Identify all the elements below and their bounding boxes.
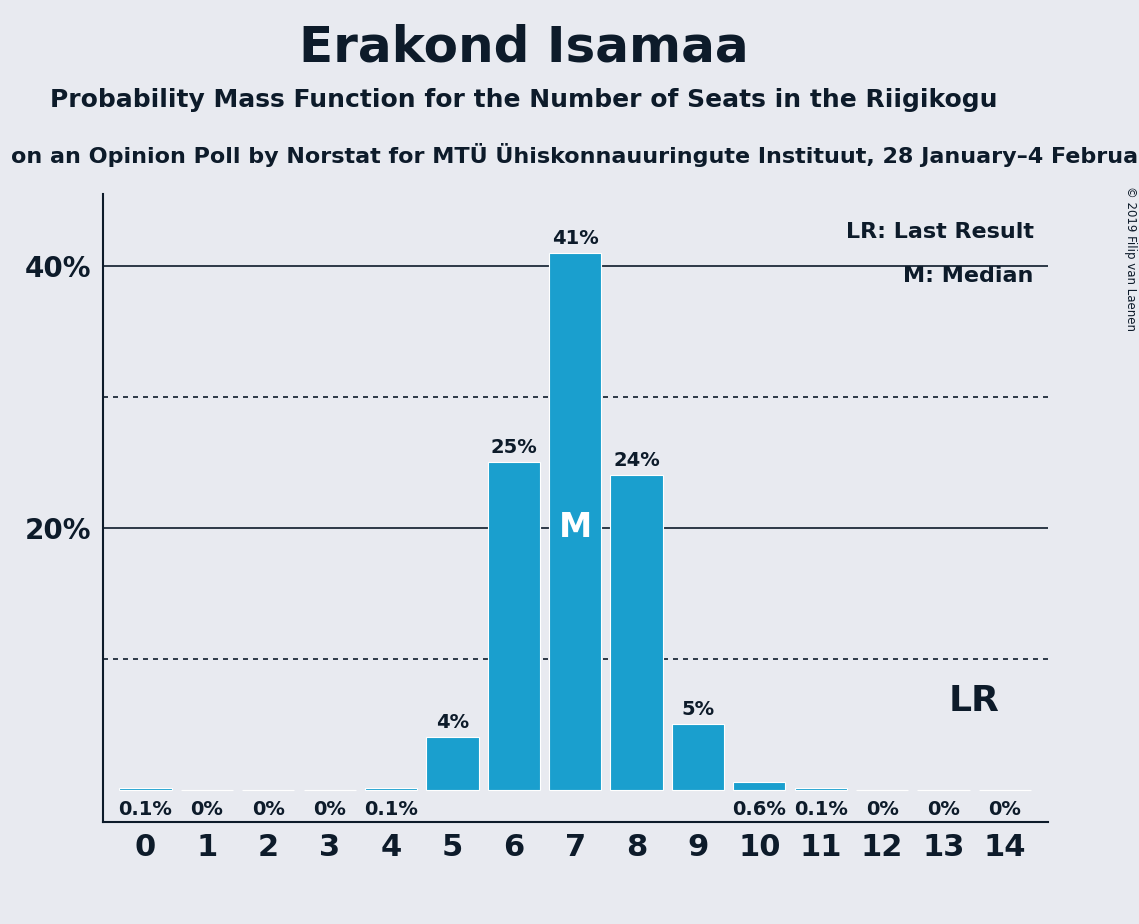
Text: 0%: 0% bbox=[927, 800, 960, 819]
Bar bbox=[426, 737, 478, 790]
Text: LR: LR bbox=[949, 684, 1000, 718]
Bar bbox=[120, 788, 172, 790]
Text: 0.1%: 0.1% bbox=[118, 800, 172, 819]
Bar bbox=[611, 476, 663, 790]
Bar bbox=[364, 788, 417, 790]
Bar bbox=[734, 782, 786, 790]
Text: 41%: 41% bbox=[551, 229, 599, 248]
Text: 0.1%: 0.1% bbox=[794, 800, 847, 819]
Text: 0%: 0% bbox=[313, 800, 346, 819]
Text: 4%: 4% bbox=[436, 713, 469, 732]
Text: 24%: 24% bbox=[613, 451, 659, 470]
Bar bbox=[549, 253, 601, 790]
Text: 25%: 25% bbox=[491, 438, 538, 457]
Bar bbox=[672, 724, 724, 790]
Text: 0%: 0% bbox=[989, 800, 1022, 819]
Text: LR: Last Result: LR: Last Result bbox=[845, 223, 1034, 242]
Text: 5%: 5% bbox=[681, 700, 714, 719]
Text: 0.6%: 0.6% bbox=[732, 800, 786, 819]
Text: 0%: 0% bbox=[866, 800, 899, 819]
Text: © 2019 Filip van Laenen: © 2019 Filip van Laenen bbox=[1124, 187, 1137, 331]
Text: M: Median: M: Median bbox=[903, 266, 1034, 286]
Text: 0.1%: 0.1% bbox=[364, 800, 418, 819]
Text: Erakond Isamaa: Erakond Isamaa bbox=[300, 23, 748, 71]
Text: Probability Mass Function for the Number of Seats in the Riigikogu: Probability Mass Function for the Number… bbox=[50, 88, 998, 112]
Text: on an Opinion Poll by Norstat for MTÜ Ühiskonnauuringute Instituut, 28 January–4: on an Opinion Poll by Norstat for MTÜ Üh… bbox=[11, 143, 1139, 167]
Bar bbox=[487, 462, 540, 790]
Text: 0%: 0% bbox=[190, 800, 223, 819]
Text: M: M bbox=[558, 511, 592, 544]
Text: 0%: 0% bbox=[252, 800, 285, 819]
Bar bbox=[795, 788, 846, 790]
